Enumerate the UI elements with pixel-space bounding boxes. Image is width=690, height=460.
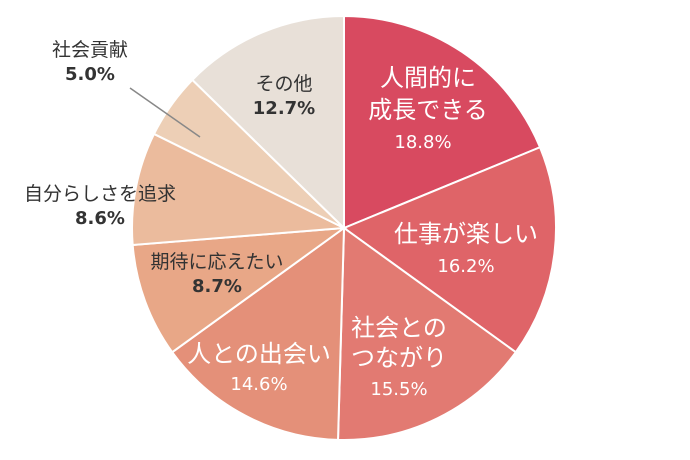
leader-line-social-contribution xyxy=(129,87,201,138)
slice-label-0-line-2: 成長できる xyxy=(368,96,488,124)
slice-label-5-line-1: 自分らしさを追求 xyxy=(24,183,176,205)
pie-slice-2 xyxy=(336,226,518,441)
pie-slices xyxy=(131,14,557,441)
slice-label-7-line-1: その他 xyxy=(255,73,312,95)
slice-value-1: 16.2% xyxy=(437,256,494,277)
pie-slice-4 xyxy=(131,226,348,354)
pie-slice-1 xyxy=(341,145,557,354)
slice-label-1-line-1: 仕事が楽しい xyxy=(394,220,538,248)
pie-slice-7 xyxy=(190,14,345,231)
pie-slice-5 xyxy=(131,132,348,247)
slice-value-2: 15.5% xyxy=(370,379,427,400)
pie-slice-3 xyxy=(170,226,346,441)
slice-label-6-line-1: 社会貢献 xyxy=(52,39,128,61)
pie-slice-0 xyxy=(343,14,542,230)
slice-value-3: 14.6% xyxy=(230,374,287,395)
slice-value-0: 18.8% xyxy=(394,132,451,153)
slice-value-5: 8.6% xyxy=(75,208,125,229)
slice-label-2-line-1: 社会との xyxy=(351,314,447,342)
slice-value-7: 12.7% xyxy=(253,98,315,119)
slice-label-0-line-1: 人間的に xyxy=(380,64,476,92)
slice-label-3-line-1: 人との出会い xyxy=(187,340,331,368)
slice-label-4-line-1: 期待に応えたい xyxy=(150,251,283,273)
slice-label-2-line-2: つながり xyxy=(351,344,447,372)
slice-value-4: 8.7% xyxy=(192,276,242,297)
slice-value-6: 5.0% xyxy=(65,64,115,85)
